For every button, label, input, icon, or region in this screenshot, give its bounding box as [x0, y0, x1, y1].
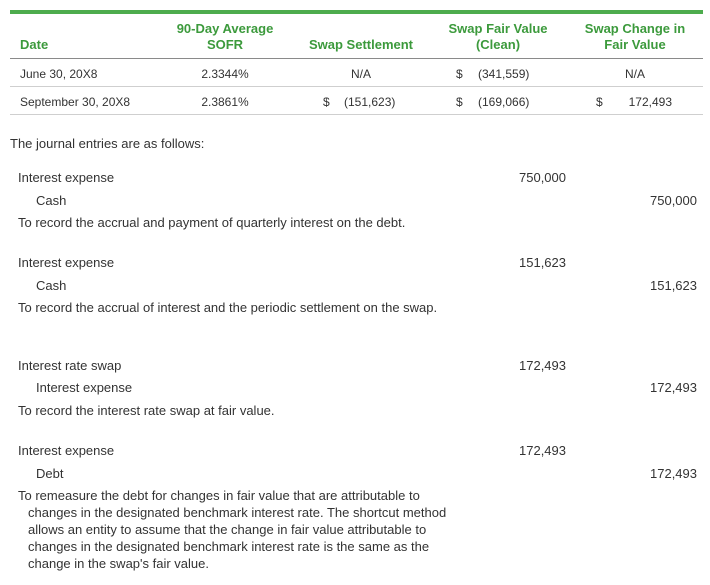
row-rule — [10, 86, 703, 87]
row-fair-value-dollar: $ — [456, 95, 463, 109]
entry-description: To remeasure the debt for changes in fai… — [18, 488, 447, 571]
credit-amount: 750,000 — [650, 193, 697, 208]
debit-account: Interest expense — [18, 170, 115, 185]
header-swap-change: Swap Change in Fair Value — [570, 21, 700, 53]
row-settlement-dollar: $ — [323, 95, 330, 109]
header-fair-value-line2: (Clean) — [475, 37, 521, 52]
row-date: June 30, 20X8 — [20, 67, 98, 81]
row-rule — [10, 114, 703, 115]
row-change: N/A — [624, 67, 645, 81]
row-sofr: 2.3861% — [201, 95, 249, 109]
credit-amount: 151,623 — [650, 278, 697, 293]
debit-account: Interest expense — [18, 255, 115, 270]
debit-account: Interest rate swap — [18, 358, 122, 373]
credit-account: Cash — [36, 193, 67, 208]
row-change-dollar: $ — [596, 95, 603, 109]
debit-account: Interest expense — [18, 443, 115, 458]
row-fair-value: (341,559) — [478, 67, 530, 81]
header-rule — [10, 58, 703, 59]
credit-account: Interest expense — [36, 380, 133, 395]
debit-amount: 172,493 — [519, 443, 566, 458]
credit-account: Cash — [36, 278, 67, 293]
entry-description: To record the accrual of interest and th… — [18, 300, 438, 315]
row-date: September 30, 20X8 — [20, 95, 131, 109]
entry-description: To record the interest rate swap at fair… — [18, 403, 275, 418]
row-settlement: (151,623) — [344, 95, 396, 109]
row-change: 172,493 — [628, 95, 672, 109]
debit-amount: 750,000 — [519, 170, 566, 185]
table-top-bar — [10, 10, 703, 14]
debit-amount: 172,493 — [519, 358, 566, 373]
row-sofr: 2.3344% — [201, 67, 249, 81]
credit-amount: 172,493 — [650, 466, 697, 481]
row-fair-value-dollar: $ — [456, 67, 463, 81]
header-change-line1: Swap Change in — [584, 21, 686, 36]
header-change-line2: Fair Value — [604, 37, 666, 52]
header-sofr-line2: SOFR — [206, 37, 244, 52]
credit-amount: 172,493 — [650, 380, 697, 395]
header-sofr-line1: 90-Day Average — [176, 21, 274, 36]
header-sofr: 90-Day Average SOFR — [160, 21, 290, 53]
header-date: Date — [20, 37, 49, 52]
row-fair-value: (169,066) — [478, 95, 530, 109]
row-settlement: N/A — [350, 67, 371, 81]
entry-description: To record the accrual and payment of qua… — [18, 215, 406, 230]
header-fair-value-line1: Swap Fair Value — [448, 21, 548, 36]
header-swap-settlement: Swap Settlement — [308, 37, 414, 52]
journal-intro: The journal entries are as follows: — [10, 136, 205, 151]
debit-amount: 151,623 — [519, 255, 566, 270]
credit-account: Debt — [36, 466, 64, 481]
header-swap-fair-value: Swap Fair Value (Clean) — [436, 21, 560, 53]
